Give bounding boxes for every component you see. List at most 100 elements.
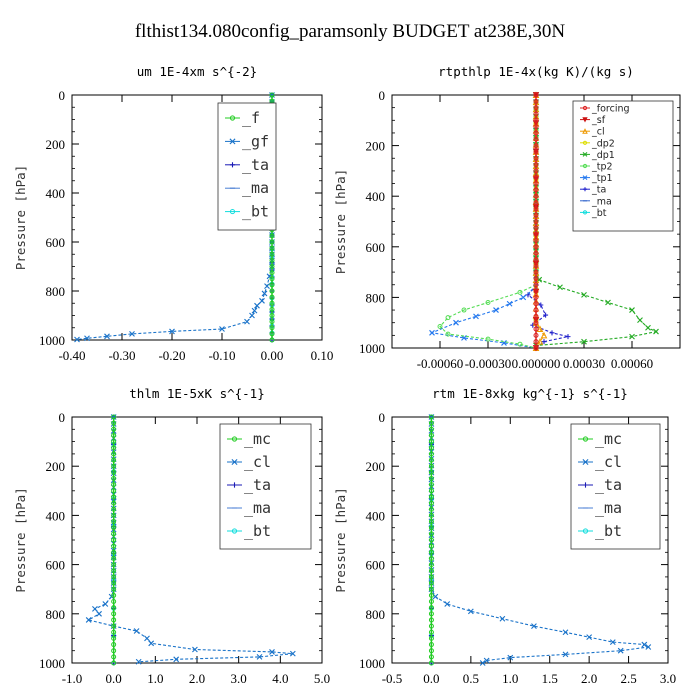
data-point: [111, 549, 117, 555]
x-tick-label: 1.0: [147, 671, 163, 686]
data-point: [428, 592, 434, 598]
data-point: [129, 330, 135, 337]
legend-marker: [582, 210, 588, 215]
data-point: [259, 297, 265, 304]
data-point: [428, 549, 434, 555]
data-point: [641, 641, 648, 648]
x-tick-label: 0.00: [261, 348, 284, 363]
data-point: [645, 644, 652, 650]
data-point: [269, 325, 275, 331]
data-point: [74, 336, 80, 343]
data-point: [428, 586, 434, 592]
x-tick-label: 1.5: [542, 671, 558, 686]
data-point: [428, 568, 434, 574]
x-tick-label: -0.40: [58, 348, 85, 363]
data-point: [531, 623, 537, 629]
legend-marker: [229, 138, 236, 145]
data-point: [562, 651, 569, 658]
x-tick-label: -0.30: [108, 348, 135, 363]
data-point: [533, 288, 539, 294]
data-point: [111, 568, 117, 574]
data-point: [540, 331, 548, 339]
data-point: [269, 245, 275, 251]
data-point: [111, 488, 117, 494]
data-point: [533, 124, 539, 130]
data-point: [256, 653, 263, 660]
data-point: [96, 610, 102, 617]
data-point: [533, 225, 539, 231]
data-point: [111, 586, 117, 592]
data-point: [609, 639, 616, 645]
data-point: [111, 451, 117, 457]
data-point: [111, 574, 117, 580]
data-point: [617, 647, 624, 654]
data-point: [485, 299, 491, 305]
y-tick-label: 800: [46, 284, 66, 299]
legend-label: _cl: [591, 127, 605, 138]
data-point: [428, 611, 434, 617]
data-point: [506, 300, 513, 307]
legend-marker: [582, 140, 588, 145]
x-tick-label: 0.00030: [563, 356, 605, 371]
data-point: [605, 299, 611, 306]
data-point: [111, 494, 117, 500]
legend-label: _cl: [595, 453, 622, 471]
legend-label: _dp1: [591, 150, 615, 161]
legend-marker: [582, 152, 588, 157]
data-point: [428, 414, 434, 420]
chart-panel-1: um 1E-4xm s^{-2} Pressure [hPa] 0 200 400 600…: [13, 64, 333, 363]
data-point: [269, 239, 275, 245]
panel-title: thlm 1E-5xK s^{-1}: [129, 386, 264, 401]
legend-label: _ma: [244, 499, 271, 517]
data-point: [111, 635, 117, 641]
legend-marker: [583, 187, 587, 192]
x-tick-label: -0.20: [158, 348, 185, 363]
data-point: [111, 531, 117, 537]
data-point: [533, 187, 539, 193]
series-mc: [428, 414, 434, 666]
y-tick-label: 0: [379, 88, 386, 103]
data-point: [428, 642, 434, 648]
data-point: [269, 337, 275, 343]
panel-title: rtpthlp 1E-4x(kg K)/(kg s): [438, 64, 634, 79]
data-point: [428, 512, 434, 518]
chart-panel-2: rtpthlp 1E-4x(kg K)/(kg s) Pressure [hPa]…: [333, 64, 681, 371]
data-point: [533, 320, 539, 326]
legend-label: _bt: [591, 208, 607, 219]
data-point: [219, 326, 225, 332]
x-tick-label: -0.10: [208, 348, 235, 363]
series-mc: [111, 414, 117, 666]
data-point: [428, 420, 434, 426]
y-tick-label: 800: [366, 290, 386, 305]
y-tick-label: 400: [366, 508, 386, 523]
series-tp1: [429, 92, 539, 351]
data-point: [269, 331, 275, 337]
data-point: [533, 250, 539, 256]
data-point: [269, 288, 275, 294]
data-point: [549, 330, 555, 336]
y-tick-label: 200: [366, 139, 386, 154]
data-point: [111, 642, 117, 648]
data-point: [111, 482, 117, 488]
data-point: [173, 656, 180, 663]
legend-marker: [231, 528, 238, 534]
data-point: [428, 426, 434, 432]
data-point: [269, 306, 275, 312]
x-tick-label: 1.0: [502, 671, 518, 686]
x-tick-label: 2.0: [189, 671, 205, 686]
series-tp2: [437, 92, 539, 351]
data-point: [269, 319, 275, 325]
data-point: [533, 282, 539, 288]
data-point: [533, 130, 539, 136]
legend-label: _f: [242, 109, 260, 127]
data-point: [104, 333, 110, 340]
y-tick-label: 800: [366, 607, 386, 622]
y-tick-label: 200: [366, 459, 386, 474]
data-point: [264, 283, 270, 289]
data-point: [111, 506, 117, 512]
data-point: [445, 331, 451, 337]
series-forcing: [533, 92, 539, 351]
data-point: [102, 601, 109, 607]
data-point: [533, 168, 539, 174]
data-point: [543, 312, 549, 318]
